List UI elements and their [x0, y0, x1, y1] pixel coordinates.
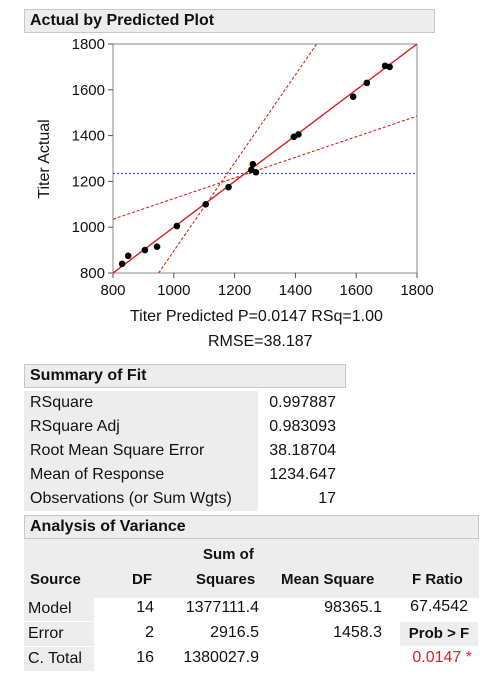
y-tick-label: 1600	[72, 82, 105, 99]
header-df: DF	[132, 571, 152, 588]
prob-f-value: 0.0147 *	[412, 649, 472, 666]
x-tick-label: 1800	[400, 282, 433, 299]
header-f-ratio: F Ratio	[412, 571, 463, 588]
source-total: C. Total	[24, 647, 94, 671]
data-point	[225, 183, 232, 191]
y-tick-label: 800	[80, 265, 105, 282]
y-tick-label: 1400	[72, 128, 105, 145]
rmse-label: RMSE=38.187	[208, 333, 313, 350]
x-tick-label: 1400	[279, 282, 312, 299]
fit-row-observations: Observations (or Sum Wgts) 17	[24, 487, 336, 511]
ms-error: 1458.3	[333, 624, 382, 641]
fit-value: 0.997887	[269, 394, 336, 411]
header-ss-bottom: Squares	[196, 571, 256, 588]
data-point	[252, 168, 260, 176]
data-point	[295, 131, 302, 138]
prob-f-label: Prob > F	[400, 622, 478, 646]
ms-model: 98365.1	[324, 599, 382, 616]
fit-row-rsquare-adj: RSquare Adj 0.983093	[24, 415, 336, 439]
y-tick-label: 1000	[72, 219, 105, 236]
ss-error: 2916.5	[210, 624, 259, 641]
summary-of-fit-title: Summary of Fit	[24, 364, 346, 388]
fit-value: 38.18704	[269, 442, 336, 459]
f-ratio-model: 67.4542	[410, 598, 468, 615]
data-point	[124, 252, 132, 260]
data-point	[363, 79, 371, 87]
data-point	[349, 93, 357, 100]
data-point	[249, 160, 257, 168]
data-point	[153, 243, 161, 250]
actual-by-predicted-chart: 800 1000 1200 1400 1600 1800 800 1000 1200 1400 16…	[72, 36, 434, 299]
confidence-curve-2	[158, 44, 318, 273]
fit-row-rmse: Root Mean Square Error 38.18704	[24, 439, 336, 463]
x-tick-label: 1000	[157, 282, 190, 299]
data-point	[118, 260, 126, 268]
source-model: Model	[24, 597, 94, 621]
source-error: Error	[24, 622, 94, 646]
fit-row-rsquare: RSquare 0.997887	[24, 391, 336, 415]
x-tick-label: 1200	[218, 282, 251, 299]
fit-label: RSquare Adj	[24, 415, 258, 439]
df-model: 14	[136, 599, 154, 616]
fit-value: 17	[318, 490, 336, 507]
y-tick-label: 1200	[72, 173, 105, 190]
data-point	[141, 246, 149, 254]
fit-label: Mean of Response	[24, 463, 258, 487]
fit-row-mean: Mean of Response 1234.647	[24, 463, 336, 487]
x-tick-label: 1600	[340, 282, 373, 299]
df-total: 16	[136, 649, 154, 666]
anova-title: Analysis of Variance	[24, 515, 479, 539]
header-ms: Mean Square	[281, 571, 375, 588]
y-axis-label: Titer Actual	[36, 119, 53, 199]
ss-total: 1380027.9	[183, 649, 259, 666]
data-point	[173, 222, 181, 230]
data-point	[202, 201, 210, 208]
ss-model: 1377111.4	[185, 599, 259, 616]
x-tick-label: 800	[100, 282, 125, 299]
data-point	[386, 63, 393, 71]
fit-value: 0.983093	[269, 418, 336, 435]
df-error: 2	[145, 624, 154, 641]
x-axis-label: Titer Predicted P=0.0147 RSq=1.00	[130, 308, 383, 325]
fit-label: Observations (or Sum Wgts)	[24, 487, 258, 511]
confidence-curve-1	[113, 115, 417, 220]
plot-title: Actual by Predicted Plot	[24, 9, 435, 33]
header-ss-top: Sum of	[203, 546, 254, 563]
fit-label: Root Mean Square Error	[24, 439, 258, 463]
fit-label: RSquare	[24, 391, 258, 415]
anova-header	[24, 539, 479, 598]
fit-value: 1234.647	[269, 466, 336, 483]
y-tick-label: 1800	[72, 36, 105, 53]
header-source: Source	[30, 571, 81, 588]
